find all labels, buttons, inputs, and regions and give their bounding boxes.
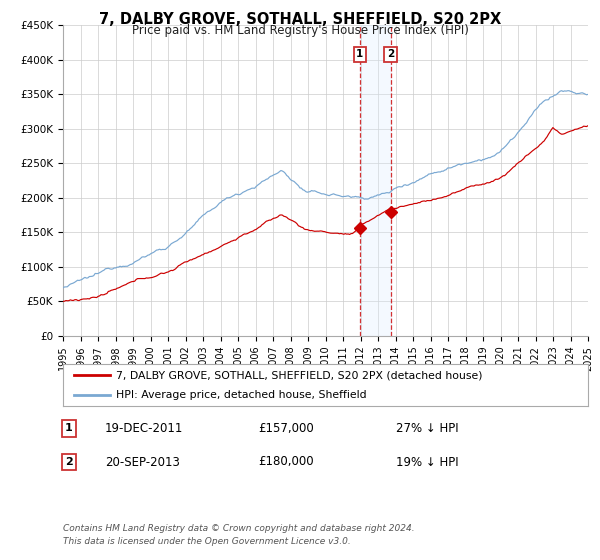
Text: 19-DEC-2011: 19-DEC-2011 xyxy=(105,422,184,435)
Text: This data is licensed under the Open Government Licence v3.0.: This data is licensed under the Open Gov… xyxy=(63,537,351,546)
Text: 2: 2 xyxy=(65,457,73,467)
Text: 19% ↓ HPI: 19% ↓ HPI xyxy=(396,455,458,469)
Text: 7, DALBY GROVE, SOTHALL, SHEFFIELD, S20 2PX: 7, DALBY GROVE, SOTHALL, SHEFFIELD, S20 … xyxy=(99,12,501,27)
Text: HPI: Average price, detached house, Sheffield: HPI: Average price, detached house, Shef… xyxy=(115,390,366,400)
Text: 20-SEP-2013: 20-SEP-2013 xyxy=(105,455,180,469)
Text: Contains HM Land Registry data © Crown copyright and database right 2024.: Contains HM Land Registry data © Crown c… xyxy=(63,524,415,533)
Text: £157,000: £157,000 xyxy=(258,422,314,435)
Text: £180,000: £180,000 xyxy=(258,455,314,469)
Text: 7, DALBY GROVE, SOTHALL, SHEFFIELD, S20 2PX (detached house): 7, DALBY GROVE, SOTHALL, SHEFFIELD, S20 … xyxy=(115,370,482,380)
Bar xyxy=(360,25,391,336)
Text: 2: 2 xyxy=(387,49,394,59)
Text: 1: 1 xyxy=(65,423,73,433)
Text: 27% ↓ HPI: 27% ↓ HPI xyxy=(396,422,458,435)
Text: Price paid vs. HM Land Registry's House Price Index (HPI): Price paid vs. HM Land Registry's House … xyxy=(131,24,469,37)
Text: 1: 1 xyxy=(356,49,364,59)
